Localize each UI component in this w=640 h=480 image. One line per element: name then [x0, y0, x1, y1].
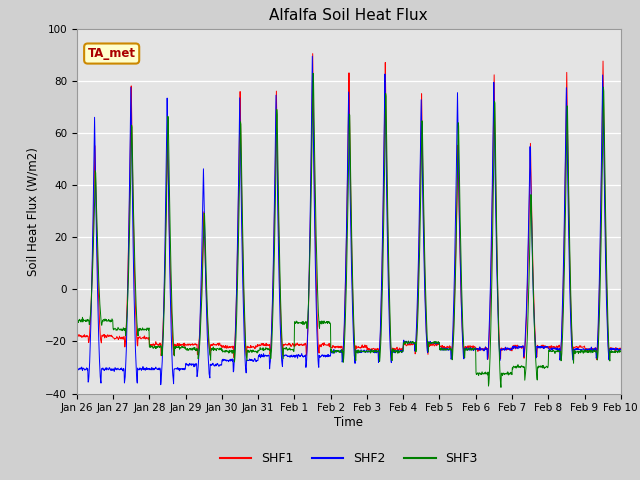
- SHF1: [553, 343, 561, 349]
- SHF3: [180, 346, 188, 351]
- Line: SHF3: SHF3: [77, 73, 621, 387]
- SHF3: [497, 384, 505, 390]
- SHF3: [73, 319, 81, 325]
- Text: TA_met: TA_met: [88, 47, 136, 60]
- SHF2: [308, 53, 316, 59]
- Title: Alfalfa Soil Heat Flux: Alfalfa Soil Heat Flux: [269, 9, 428, 24]
- SHF3: [309, 71, 317, 76]
- SHF2: [434, 341, 442, 347]
- SHF3: [255, 348, 262, 353]
- SHF3: [505, 370, 513, 376]
- SHF2: [505, 345, 513, 351]
- SHF2: [617, 347, 625, 352]
- SHF1: [617, 346, 625, 351]
- X-axis label: Time: Time: [334, 416, 364, 429]
- SHF1: [505, 346, 513, 352]
- Line: SHF1: SHF1: [77, 54, 621, 360]
- SHF1: [388, 357, 396, 363]
- SHF2: [195, 364, 202, 370]
- Line: SHF2: SHF2: [77, 56, 621, 384]
- Legend: SHF1, SHF2, SHF3: SHF1, SHF2, SHF3: [214, 447, 483, 470]
- SHF2: [157, 382, 164, 387]
- SHF1: [309, 51, 317, 57]
- SHF2: [553, 347, 561, 353]
- SHF1: [194, 350, 202, 356]
- Y-axis label: Soil Heat Flux (W/m2): Soil Heat Flux (W/m2): [27, 147, 40, 276]
- SHF1: [73, 333, 81, 338]
- SHF1: [434, 341, 442, 347]
- SHF2: [73, 366, 81, 372]
- SHF3: [617, 349, 625, 355]
- SHF1: [180, 343, 188, 349]
- SHF1: [255, 343, 262, 348]
- SHF3: [553, 348, 561, 354]
- SHF3: [434, 340, 442, 346]
- SHF2: [255, 354, 263, 360]
- SHF3: [194, 346, 202, 352]
- SHF2: [181, 367, 189, 372]
